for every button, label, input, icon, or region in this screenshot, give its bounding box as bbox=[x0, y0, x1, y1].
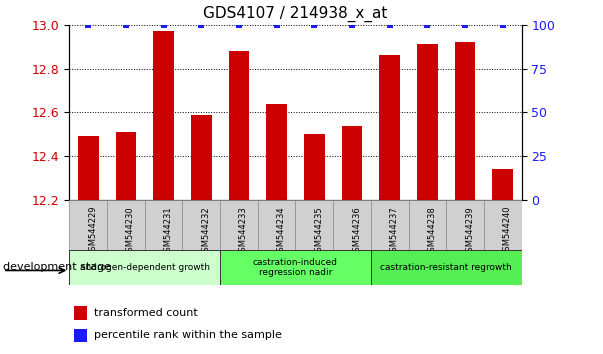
Text: GSM544231: GSM544231 bbox=[163, 206, 172, 257]
Bar bbox=[333, 200, 371, 250]
Bar bbox=[455, 42, 475, 200]
Text: GSM544229: GSM544229 bbox=[88, 206, 97, 256]
Text: transformed count: transformed count bbox=[94, 308, 198, 318]
Bar bbox=[295, 200, 333, 250]
Bar bbox=[74, 329, 87, 342]
Bar bbox=[220, 250, 371, 285]
Bar bbox=[182, 200, 220, 250]
Bar bbox=[258, 200, 295, 250]
Bar bbox=[409, 200, 446, 250]
Text: GSM544230: GSM544230 bbox=[126, 206, 135, 257]
Bar bbox=[145, 200, 182, 250]
Text: GSM544237: GSM544237 bbox=[390, 206, 399, 257]
Text: GSM544232: GSM544232 bbox=[201, 206, 210, 257]
Bar bbox=[220, 200, 258, 250]
Text: GSM544238: GSM544238 bbox=[428, 206, 437, 257]
Bar bbox=[78, 137, 98, 200]
Text: GSM544239: GSM544239 bbox=[465, 206, 474, 257]
Bar bbox=[191, 115, 212, 200]
Bar bbox=[342, 126, 362, 200]
Bar bbox=[153, 32, 174, 200]
Text: GSM544236: GSM544236 bbox=[352, 206, 361, 257]
Bar bbox=[371, 200, 409, 250]
Bar bbox=[116, 132, 136, 200]
Bar bbox=[493, 169, 513, 200]
Text: castration-resistant regrowth: castration-resistant regrowth bbox=[380, 263, 512, 272]
Text: development stage: development stage bbox=[3, 262, 111, 272]
Bar bbox=[267, 104, 287, 200]
Bar bbox=[417, 45, 438, 200]
Bar bbox=[229, 51, 249, 200]
Bar bbox=[446, 200, 484, 250]
Text: GSM544240: GSM544240 bbox=[503, 206, 512, 256]
Bar bbox=[107, 200, 145, 250]
Bar bbox=[74, 307, 87, 320]
Bar bbox=[304, 134, 324, 200]
Text: GSM544235: GSM544235 bbox=[314, 206, 323, 257]
Bar bbox=[69, 200, 107, 250]
Bar bbox=[484, 200, 522, 250]
Text: androgen-dependent growth: androgen-dependent growth bbox=[80, 263, 210, 272]
Bar bbox=[69, 250, 220, 285]
Text: castration-induced
regression nadir: castration-induced regression nadir bbox=[253, 258, 338, 277]
Bar bbox=[371, 250, 522, 285]
Text: percentile rank within the sample: percentile rank within the sample bbox=[94, 330, 282, 341]
Text: GSM544233: GSM544233 bbox=[239, 206, 248, 257]
Bar bbox=[379, 56, 400, 200]
Title: GDS4107 / 214938_x_at: GDS4107 / 214938_x_at bbox=[203, 6, 388, 22]
Text: GSM544234: GSM544234 bbox=[277, 206, 286, 257]
